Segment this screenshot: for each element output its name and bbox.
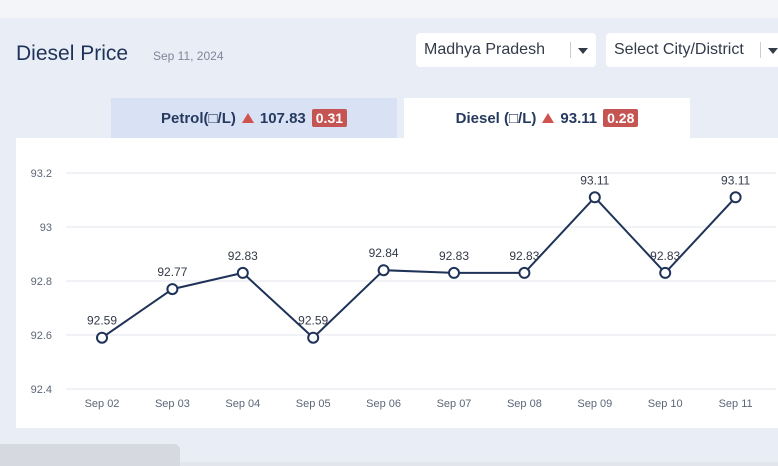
data-label: 92.84	[369, 246, 399, 260]
x-tick-label: Sep 07	[437, 398, 472, 410]
tab-diesel[interactable]: Diesel (□/L) 93.11 0.28	[404, 98, 690, 138]
tab-petrol-price: 107.83	[259, 109, 306, 127]
data-point	[448, 266, 460, 279]
price-date: Sep 11, 2024	[153, 49, 224, 63]
state-select-value: Madhya Pradesh	[424, 41, 545, 58]
series-line	[101, 195, 737, 340]
state-select[interactable]: Madhya Pradesh	[416, 33, 596, 67]
data-point	[307, 331, 320, 344]
y-tick-label: 93.2	[31, 168, 52, 180]
page-title: Diesel Price	[16, 42, 129, 65]
horizontal-scrollbar[interactable]	[0, 444, 180, 466]
data-label: 92.83	[228, 249, 258, 263]
tab-diesel-label: Diesel (□/L)	[455, 109, 537, 127]
data-label: 92.83	[509, 249, 539, 263]
chevron-down-icon	[768, 48, 778, 54]
price-up-icon	[542, 113, 555, 123]
x-tick-label: Sep 09	[577, 398, 612, 410]
tab-diesel-price: 93.11	[560, 109, 598, 127]
data-point	[166, 283, 179, 296]
data-point	[377, 264, 390, 277]
x-tick-label: Sep 02	[85, 398, 120, 410]
data-point	[729, 191, 742, 204]
data-point	[659, 266, 672, 279]
data-label: 92.83	[650, 249, 680, 263]
data-label: 93.11	[580, 173, 609, 187]
y-tick-label: 92.4	[31, 384, 52, 396]
city-select[interactable]: Select City/District	[606, 33, 778, 67]
tab-petrol-change: 0.31	[311, 109, 348, 127]
data-label: 92.59	[298, 314, 328, 328]
data-point	[588, 191, 601, 204]
chevron-down-icon	[578, 48, 588, 54]
y-tick-label: 92.8	[31, 276, 52, 288]
top-strip	[0, 0, 778, 19]
x-tick-label: Sep 05	[296, 398, 331, 410]
data-point	[236, 266, 249, 279]
x-tick-label: Sep 08	[507, 398, 542, 410]
tab-petrol[interactable]: Petrol(□/L) 107.83 0.31	[111, 98, 397, 138]
data-label: 92.77	[157, 265, 187, 279]
tab-diesel-change: 0.28	[603, 109, 639, 127]
x-tick-label: Sep 03	[155, 398, 190, 410]
y-tick-label: 93	[40, 222, 52, 234]
y-tick-label: 92.6	[31, 330, 52, 342]
price-up-icon	[241, 113, 254, 123]
scroll-track	[180, 462, 778, 466]
data-point	[518, 266, 531, 279]
data-label: 92.59	[87, 314, 117, 328]
x-tick-label: Sep 11	[719, 398, 753, 410]
select-divider	[760, 42, 761, 58]
data-label: 92.83	[439, 249, 469, 263]
data-label: 93.11	[721, 173, 750, 187]
data-point	[96, 331, 108, 344]
x-tick-label: Sep 10	[648, 398, 683, 410]
chart-panel: 92.4 92.6 92.8 93 93.2 Sep 02 Sep 03 Sep 04 Sep …	[16, 138, 778, 428]
tab-petrol-label: Petrol(□/L)	[160, 109, 236, 127]
select-divider	[570, 42, 571, 58]
city-select-value: Select City/District	[614, 41, 744, 58]
x-tick-label: Sep 04	[225, 398, 260, 410]
price-line-chart: 92.4 92.6 92.8 93 93.2 Sep 02 Sep 03 Sep 04 Sep …	[31, 168, 776, 410]
x-tick-label: Sep 06	[366, 398, 401, 410]
